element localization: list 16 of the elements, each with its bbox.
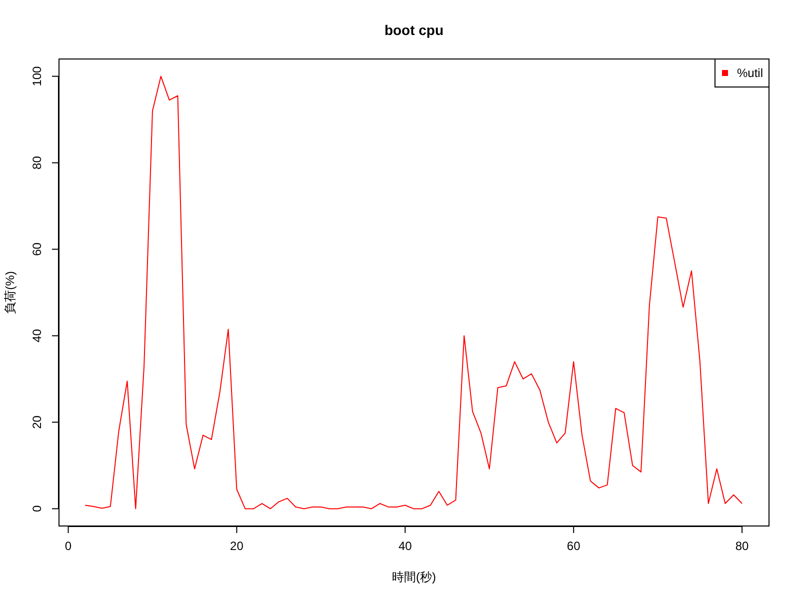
line-series [84,76,743,510]
y-axis-title: 負荷(%) [3,271,17,314]
x-tick-label: 0 [64,539,72,553]
x-tick-label: 20 [230,539,244,553]
y-tick-label: 40 [30,328,44,342]
y-tick-label: 20 [30,415,44,429]
legend-label: %util [737,66,764,80]
x-tick-label: 60 [566,539,581,553]
chart-title: boot cpu [384,22,444,38]
y-tick-label: 100 [30,66,44,86]
y-tick-label: 60 [30,242,44,256]
x-tick-label: 80 [735,539,750,553]
x-tick-label: 40 [398,539,412,553]
x-axis-title: 時間(秒) [392,570,436,584]
y-tick-label: 0 [30,505,44,512]
y-tick-label: 80 [30,156,44,170]
